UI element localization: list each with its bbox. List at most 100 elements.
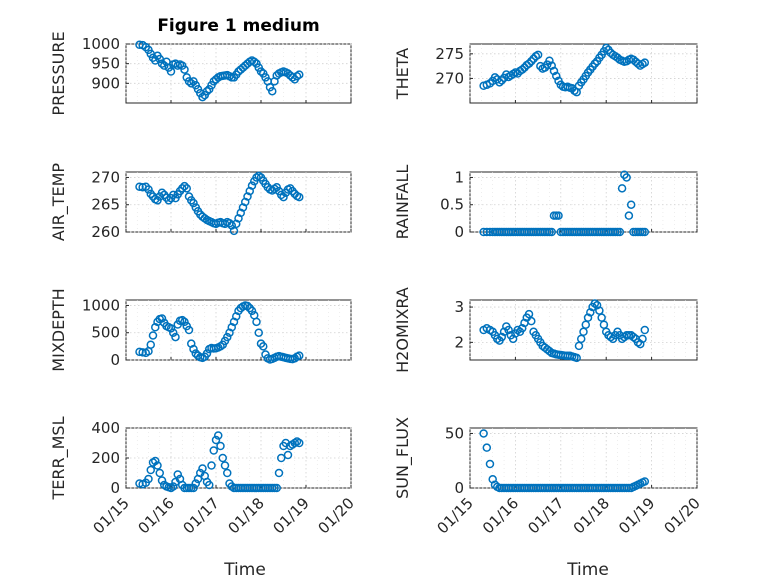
data-point (533, 50, 543, 60)
data-point (640, 325, 650, 335)
data-point (155, 468, 164, 478)
y-tick-label: 275 (435, 45, 464, 63)
data-point (527, 316, 536, 326)
data-point (615, 227, 625, 237)
data-point (624, 211, 634, 220)
data-point (211, 435, 221, 445)
data-point (622, 173, 631, 182)
data-point (583, 313, 593, 322)
y-tick-label: 400 (91, 419, 120, 437)
data-point (218, 453, 227, 463)
data-point (191, 479, 200, 488)
y-tick-label: 1000 (82, 296, 120, 314)
data-point (184, 77, 194, 86)
y-axis-label: THETA (393, 48, 412, 100)
subplot-h2omixra: 2 3 H2OMIXRA (393, 287, 698, 373)
data-point (508, 334, 518, 344)
data-point (184, 325, 194, 335)
data-point (198, 92, 207, 102)
axes-box (125, 299, 352, 361)
data-point (153, 461, 162, 470)
data-point (144, 474, 153, 484)
data-point (220, 461, 230, 470)
y-tick-label: 270 (435, 69, 464, 87)
y-tick-label: 50 (445, 424, 464, 442)
data-point (295, 192, 304, 202)
y-tick-label: 265 (91, 196, 120, 214)
data-point (606, 332, 615, 342)
data-point (202, 349, 212, 358)
data-point (552, 71, 561, 81)
data-point (586, 308, 595, 317)
data-point (545, 56, 554, 65)
y-tick-label: 0.5 (440, 196, 464, 214)
data-point (157, 314, 167, 323)
data-point (205, 480, 214, 490)
data-point (513, 325, 522, 335)
axes-box (469, 171, 698, 233)
data-point (495, 78, 504, 87)
data-point (254, 328, 263, 337)
data-point (268, 86, 277, 96)
data-point (247, 306, 257, 316)
y-axis-label: PRESSURE (49, 31, 68, 115)
data-point (157, 188, 167, 197)
data-point (178, 184, 187, 193)
data-point (223, 468, 232, 478)
data-point (182, 184, 191, 193)
data-point (504, 325, 513, 335)
data-point (169, 482, 178, 491)
data-point (151, 56, 160, 65)
y-tick-label: 3 (454, 298, 464, 316)
data-point (274, 468, 284, 478)
data-point (187, 79, 196, 88)
y-axis-label: AIR_TEMP (49, 163, 69, 241)
data-point (277, 453, 286, 463)
y-axis-label: SUN_FLUX (393, 417, 413, 499)
data-point (207, 461, 216, 470)
data-point (157, 476, 167, 485)
data-point (527, 56, 536, 66)
y-tick-label: 200 (91, 449, 120, 467)
data-point (524, 59, 534, 68)
data-point (144, 185, 153, 194)
data-point (180, 317, 189, 327)
data-point (545, 346, 554, 356)
data-point (590, 299, 600, 308)
subplot-rainfall: 0 0.5 1 RAINFALL (393, 165, 698, 241)
data-point (180, 65, 189, 74)
data-point (547, 227, 556, 237)
y-axis-label: TERR_MSL (49, 416, 69, 500)
data-point (638, 334, 647, 344)
data-point (155, 54, 164, 64)
subplot-air-temp: 260 265 270 AIR_TEMP (49, 163, 352, 241)
data-point (189, 198, 198, 208)
y-axis-label: MIXDEPTH (49, 288, 68, 371)
data-point (490, 73, 500, 82)
data-point (479, 429, 488, 438)
data-point (497, 76, 507, 85)
data-point (517, 65, 527, 74)
y-tick-label: 900 (91, 74, 120, 92)
y-tick-label: 270 (91, 168, 120, 186)
data-point (250, 57, 259, 66)
data-point (497, 332, 507, 342)
x-axis-label-right: Time (566, 560, 609, 580)
data-point (180, 181, 189, 191)
y-tick-label: 260 (91, 223, 120, 241)
data-point (572, 353, 581, 363)
data-point (626, 200, 636, 209)
data-point (272, 483, 281, 493)
y-tick-label: 500 (91, 324, 120, 342)
y-tick-label: 0 (110, 351, 120, 369)
data-point (243, 301, 252, 311)
y-axis-label: RAINFALL (393, 165, 412, 240)
data-point (283, 450, 293, 460)
data-point (590, 59, 600, 68)
data-point (173, 470, 182, 479)
data-point (517, 323, 527, 333)
y-tick-label: 950 (91, 55, 120, 73)
y-tick-label: 1000 (82, 35, 120, 53)
